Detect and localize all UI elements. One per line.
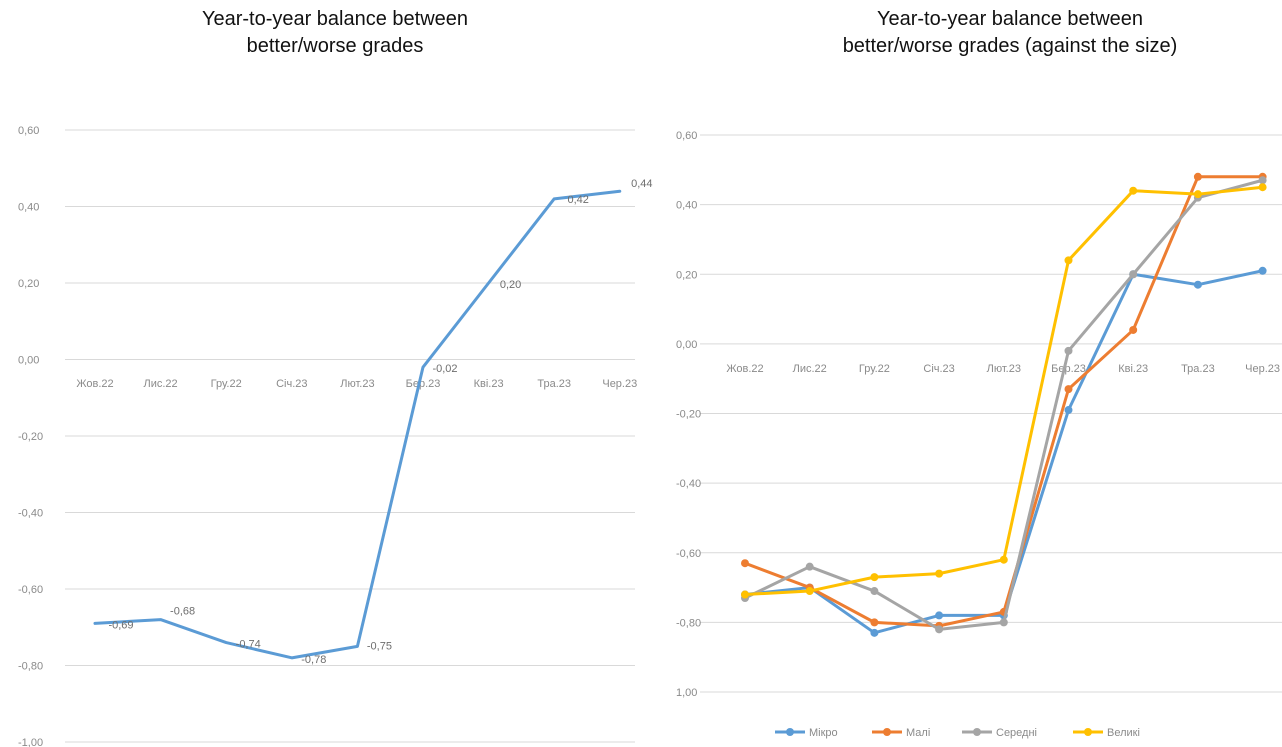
right-series-3-point [805, 562, 814, 571]
right-x-tick-label: Січ.23 [923, 363, 954, 375]
right-y-tick-label: 0,20 [676, 269, 697, 281]
right-x-tick-label: Чер.23 [1245, 363, 1280, 375]
right-series-2-point [870, 618, 879, 627]
right-series-1-point [935, 611, 944, 620]
left-data-label: -0,75 [367, 640, 392, 652]
left-data-label: -0,78 [301, 654, 326, 666]
chart-title-right: Year-to-year balance between better/wors… [780, 6, 1240, 60]
chart-title-left-line-1: Year-to-year balance between [201, 8, 469, 30]
left-x-tick-label: Гру.22 [211, 378, 242, 390]
right-x-tick-label: Бер.23 [1051, 363, 1086, 375]
right-series-1-point [1193, 280, 1202, 289]
left-y-tick-label: -0,60 [18, 584, 43, 596]
left-y-tick-label: -0,20 [18, 431, 43, 443]
right-legend-label-1: Мікро [809, 727, 838, 739]
right-series-3-point [870, 587, 879, 596]
left-x-tick-label: Лис.22 [144, 378, 178, 390]
right-series-3-point [935, 625, 944, 634]
right-y-tick-label: -0,80 [676, 617, 701, 629]
right-series-3-point [999, 618, 1008, 627]
right-legend-marker-1 [786, 728, 794, 736]
right-series-2-point [1129, 325, 1138, 334]
right-y-tick-label: 0,00 [676, 339, 697, 351]
right-series-4-point [805, 587, 814, 596]
right-legend-label-3: Середні [996, 727, 1037, 739]
left-x-tick-label: Жов.22 [76, 378, 113, 390]
right-series-4-point [1129, 186, 1138, 195]
left-y-tick-label: 0,00 [18, 355, 39, 367]
right-legend-marker-2 [883, 728, 891, 736]
right-legend-marker-3 [973, 728, 981, 736]
right-y-tick-label: -0,60 [676, 548, 701, 560]
left-data-label: -0,68 [170, 606, 195, 618]
left-data-label: 0,44 [631, 178, 652, 190]
right-series-4-point [870, 573, 879, 582]
left-x-tick-label: Січ.23 [276, 378, 307, 390]
left-y-tick-label: 0,20 [18, 278, 39, 290]
right-y-tick-label: -0,20 [676, 409, 701, 421]
chart-left: 0,60 0,40 0,20 0,00 -0,20 -0,40 -0,60 -0,80 -1,0… [18, 125, 653, 747]
right-series-3-point [1129, 270, 1138, 279]
right-series-2-point [741, 559, 749, 568]
right-y-tick-label: 1,00 [676, 687, 697, 699]
right-series-4-point [1064, 256, 1073, 265]
right-legend-marker-4 [1084, 728, 1092, 736]
right-series-4-point [1193, 190, 1202, 199]
right-series-1-point [870, 628, 879, 637]
chart-title-right-line-2: better/worse grades (against the size) [842, 35, 1178, 57]
right-series-1-point [1258, 266, 1267, 275]
left-x-tick-label: Тра.23 [537, 378, 571, 390]
left-y-tick-label: -1,00 [18, 737, 43, 747]
left-series-line-1 [93, 189, 622, 660]
right-series-2-point [1064, 385, 1073, 394]
chart-title-left: Year-to-year balance between better/wors… [120, 6, 550, 60]
left-y-tick-label: -0,40 [18, 508, 43, 520]
left-x-tick-label: Бер.23 [406, 378, 441, 390]
right-x-tick-label: Лис.22 [793, 363, 827, 375]
right-series-line-1 [743, 269, 1265, 635]
left-data-label: 0,42 [567, 194, 588, 206]
left-data-label: -0,69 [108, 619, 133, 631]
left-x-tick-label: Лют.23 [340, 378, 374, 390]
right-series-4-point [935, 569, 944, 578]
left-data-label: -0,02 [432, 363, 457, 375]
left-y-tick-label: -0,80 [18, 661, 43, 673]
left-y-tick-label: 0,60 [18, 125, 39, 137]
right-x-tick-label: Тра.23 [1181, 363, 1215, 375]
right-x-tick-label: Гру.22 [859, 363, 890, 375]
left-data-label: 0,20 [500, 279, 521, 291]
right-series-4-point [1258, 183, 1267, 192]
right-x-tick-label: Лют.23 [987, 363, 1021, 375]
right-series-line-4 [743, 185, 1265, 597]
right-series-3-point [1064, 346, 1073, 355]
right-series-4-point [741, 590, 749, 599]
left-x-tick-label: Кві.23 [474, 378, 504, 390]
left-x-tick-label: Чер.23 [602, 378, 637, 390]
right-series-2-point [1193, 172, 1202, 181]
right-series-4-point [999, 555, 1008, 564]
right-x-tick-label: Кві.23 [1118, 363, 1148, 375]
right-legend-label-2: Малі [906, 727, 930, 739]
right-series-1-point [1064, 406, 1073, 415]
right-series-3-point [1258, 176, 1267, 185]
chart-title-right-line-1: Year-to-year balance between [876, 8, 1144, 30]
right-y-tick-label: 0,60 [676, 130, 697, 142]
right-legend-label-4: Великі [1107, 727, 1140, 739]
left-data-label: -0,74 [236, 639, 261, 651]
left-y-tick-label: 0,40 [18, 202, 39, 214]
right-x-tick-label: Жов.22 [726, 363, 763, 375]
right-y-tick-label: -0,40 [676, 478, 701, 490]
chart-title-left-line-2: better/worse grades [246, 35, 424, 57]
right-y-tick-label: 0,40 [676, 200, 697, 212]
chart-right: 0,60 0,40 0,20 0,00 -0,20 -0,40 -0,60 -0,80 1,00… [676, 130, 1282, 739]
